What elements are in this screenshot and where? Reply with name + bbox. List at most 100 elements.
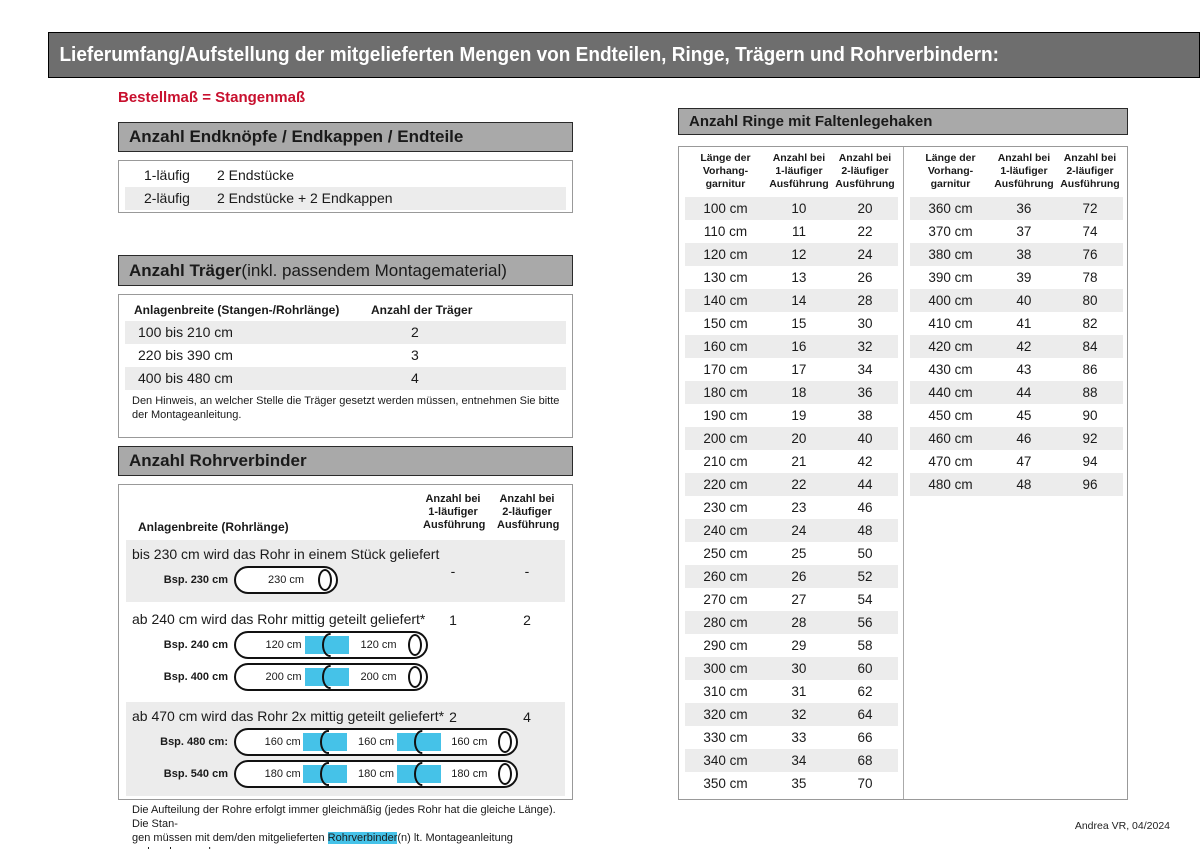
document-footer: Andrea VR, 04/2024 — [1074, 820, 1170, 832]
ring-count-2laeufig: 72 — [1082, 201, 1098, 216]
endteile-row-label: 1-läufig — [144, 167, 190, 183]
ring-length: 280 cm — [703, 615, 748, 630]
rod-end-opening — [408, 666, 422, 688]
ring-count-1laeufig: 10 — [791, 201, 807, 216]
ringe-table-right: Länge der Vorhang- garnitur Anzahl bei 1… — [903, 147, 1129, 799]
ring-row: 360 cm 36 72 — [910, 197, 1123, 220]
ring-count-2laeufig: 32 — [857, 339, 873, 354]
ring-row: 260 cm 26 52 — [685, 565, 898, 588]
ringe-table-left: Länge der Vorhang- garnitur Anzahl bei 1… — [679, 147, 904, 799]
ring-count-2laeufig: 56 — [857, 615, 873, 630]
rod-segment: 230 cm — [236, 568, 336, 592]
ring-length: 160 cm — [703, 339, 748, 354]
ring-length: 380 cm — [928, 247, 973, 262]
rod-diagram: 230 cm — [234, 566, 338, 594]
ring-row: 370 cm 37 74 — [910, 220, 1123, 243]
ring-count-1laeufig: 34 — [791, 753, 807, 768]
ring-count-1laeufig: 37 — [1016, 224, 1032, 239]
ring-length: 400 cm — [928, 293, 973, 308]
ring-count-1laeufig: 44 — [1016, 385, 1032, 400]
rod-joint-arc — [322, 665, 331, 689]
table-row: 2-läufig 2 Endstücke + 2 Endkappen — [125, 187, 566, 210]
rod-example-label: Bsp. 540 cm — [163, 768, 228, 780]
rohr-col-2laeufig: Anzahl bei 2-läufiger Ausführung — [497, 493, 560, 531]
ring-row: 270 cm 27 54 — [685, 588, 898, 611]
ring-count-1laeufig: 30 — [791, 661, 807, 676]
ring-count-2laeufig: 44 — [857, 477, 873, 492]
ring-length: 220 cm — [703, 477, 748, 492]
rod-diagram: 160 cm 160 cm 160 cm — [234, 728, 518, 756]
rod-segment-length: 200 cm — [360, 671, 397, 683]
ring-count-1laeufig: 11 — [791, 224, 806, 239]
ring-length: 300 cm — [703, 661, 748, 676]
ring-length: 180 cm — [703, 385, 748, 400]
table-row: 220 bis 390 cm 3 — [125, 344, 566, 367]
ring-count-1laeufig: 20 — [791, 431, 807, 446]
rod-example: Bsp. 540 cm 180 cm 180 cm 180 cm — [126, 760, 565, 788]
ring-count-2laeufig: 24 — [857, 247, 873, 262]
rod-joint-arc — [320, 762, 329, 786]
rod-joint-arc — [413, 762, 423, 786]
ring-count-2laeufig: 28 — [857, 293, 873, 308]
rod-segment-length: 160 cm — [357, 736, 395, 748]
ring-count-1laeufig: 18 — [791, 385, 807, 400]
rod-segment-length: 180 cm — [357, 768, 395, 780]
rod-segment-length: 160 cm — [264, 736, 301, 748]
traeger-col-anzahl: Anzahl der Träger — [371, 303, 473, 317]
ring-count-1laeufig: 27 — [791, 592, 807, 607]
ring-row: 230 cm 23 46 — [685, 496, 898, 519]
rod-example: Bsp. 230 cm 230 cm — [126, 566, 565, 594]
ring-row: 410 cm 41 82 — [910, 312, 1123, 335]
rod-end-opening — [318, 569, 332, 591]
ring-count-2laeufig: 62 — [857, 684, 873, 699]
ring-row: 310 cm 31 62 — [685, 680, 898, 703]
rod-segment: 180 cm — [329, 762, 422, 786]
ring-count-2laeufig: 20 — [857, 201, 873, 216]
ring-length: 140 cm — [703, 293, 748, 308]
rod-segment-length: 230 cm — [267, 574, 305, 586]
ring-count-1laeufig: 19 — [791, 408, 807, 423]
ring-row: 190 cm 19 38 — [685, 404, 898, 427]
ring-count-1laeufig: 28 — [791, 615, 807, 630]
rohr-col-anlagenbreite: Anlagenbreite (Rohrlänge) — [138, 520, 289, 534]
table-row: 1-läufig 2 Endstücke — [125, 164, 566, 187]
ring-row: 180 cm 18 36 — [685, 381, 898, 404]
ring-count-2laeufig: 76 — [1082, 247, 1098, 262]
traeger-table: Anlagenbreite (Stangen-/Rohrlänge) Anzah… — [118, 294, 573, 438]
rod-example-label: Bsp. 240 cm — [163, 639, 228, 651]
rod-segment-length: 160 cm — [451, 736, 488, 748]
rohr-count-2laeufig: 2 — [523, 612, 531, 628]
ring-length: 440 cm — [928, 385, 973, 400]
ring-length: 190 cm — [703, 408, 748, 423]
ring-length: 390 cm — [928, 270, 973, 285]
ring-count-2laeufig: 34 — [857, 362, 873, 377]
ring-count-1laeufig: 45 — [1016, 408, 1032, 423]
ring-count-1laeufig: 35 — [791, 776, 807, 791]
ring-count-2laeufig: 78 — [1082, 270, 1098, 285]
ring-length: 370 cm — [928, 224, 973, 239]
ring-count-2laeufig: 64 — [857, 707, 873, 722]
ring-count-2laeufig: 54 — [857, 592, 873, 607]
ring-length: 290 cm — [703, 638, 748, 653]
ring-count-2laeufig: 46 — [857, 500, 873, 515]
rod-example: Bsp. 480 cm: 160 cm 160 cm 160 cm — [126, 728, 565, 756]
ringe-rows-right: 360 cm 36 72 370 cm 37 74 380 cm 38 76 390 cm 39 78… — [910, 197, 1123, 496]
rod-segment-length: 180 cm — [451, 768, 488, 780]
ring-row: 450 cm 45 90 — [910, 404, 1123, 427]
ring-count-1laeufig: 36 — [1016, 201, 1032, 216]
ring-count-2laeufig: 68 — [857, 753, 873, 768]
title-bar: Lieferumfang/Aufstellung der mitgeliefer… — [48, 32, 1200, 78]
rod-segment-length: 200 cm — [265, 671, 302, 683]
ring-count-2laeufig: 86 — [1082, 362, 1098, 377]
ring-row: 200 cm 20 40 — [685, 427, 898, 450]
ring-count-1laeufig: 16 — [791, 339, 807, 354]
ring-length: 250 cm — [703, 546, 748, 561]
ring-row: 160 cm 16 32 — [685, 335, 898, 358]
ringe-rows-left: 100 cm 10 20 110 cm 11 22 120 cm 12 24 130 cm 13 26… — [685, 197, 898, 795]
ring-count-2laeufig: 70 — [857, 776, 873, 791]
ring-count-2laeufig: 60 — [857, 661, 873, 676]
ringe-col-2laeufig: Anzahl bei 2-läufiger Ausführung — [835, 152, 895, 190]
section-header-traeger-label: Anzahl Träger — [129, 260, 242, 280]
ring-count-1laeufig: 13 — [791, 270, 807, 285]
ring-row: 440 cm 44 88 — [910, 381, 1123, 404]
